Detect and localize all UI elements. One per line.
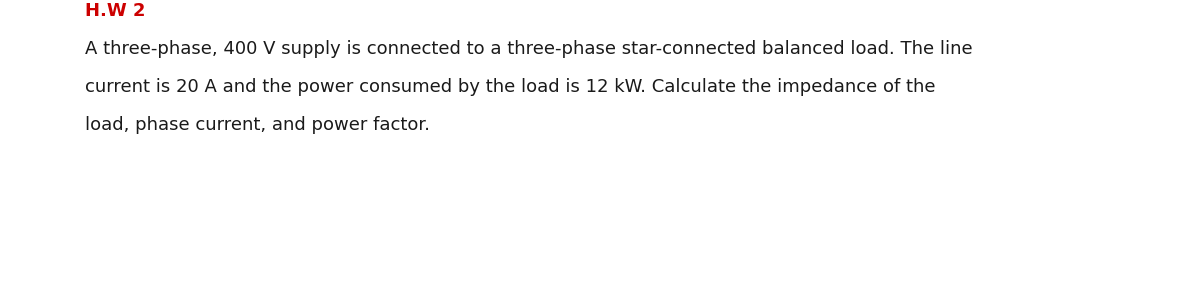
Text: H.W 2: H.W 2: [85, 2, 145, 20]
Text: current is 20 A and the power consumed by the load is 12 kW. Calculate the imped: current is 20 A and the power consumed b…: [85, 78, 936, 96]
Text: load, phase current, and power factor.: load, phase current, and power factor.: [85, 116, 430, 134]
Text: A three-phase, 400 V supply is connected to a three-phase star-connected balance: A three-phase, 400 V supply is connected…: [85, 40, 973, 58]
